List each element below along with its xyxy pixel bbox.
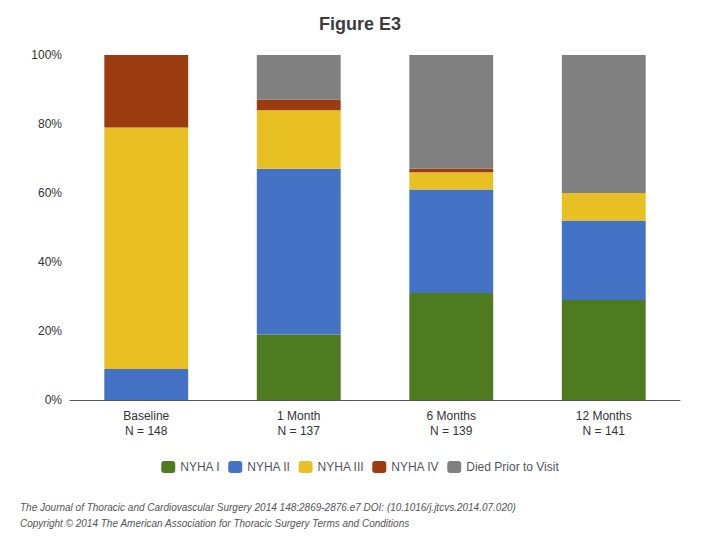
- svg-text:Died Prior to Visit: Died Prior to Visit: [466, 460, 559, 474]
- svg-text:NYHA III: NYHA III: [318, 460, 364, 474]
- svg-text:6 Months: 6 Months: [427, 409, 476, 423]
- svg-text:60%: 60%: [38, 186, 62, 200]
- svg-text:40%: 40%: [38, 255, 62, 269]
- svg-text:The Journal of Thoracic and Ca: The Journal of Thoracic and Cardiovascul…: [20, 502, 516, 513]
- svg-text:20%: 20%: [38, 324, 62, 338]
- svg-text:Copyright © 2014 The American: Copyright © 2014 The American Associatio…: [20, 518, 409, 529]
- svg-text:100%: 100%: [31, 48, 62, 62]
- svg-text:NYHA IV: NYHA IV: [391, 460, 438, 474]
- svg-text:N = 137: N = 137: [278, 424, 321, 438]
- svg-text:12 Months: 12 Months: [576, 409, 632, 423]
- svg-text:Figure E3: Figure E3: [319, 14, 401, 34]
- svg-text:0%: 0%: [45, 393, 63, 407]
- svg-text:N = 148: N = 148: [125, 424, 168, 438]
- svg-text:80%: 80%: [38, 117, 62, 131]
- svg-text:NYHA II: NYHA II: [247, 460, 290, 474]
- svg-text:1 Month: 1 Month: [277, 409, 320, 423]
- svg-text:NYHA I: NYHA I: [180, 460, 219, 474]
- svg-text:Baseline: Baseline: [123, 409, 169, 423]
- svg-text:N = 139: N = 139: [430, 424, 473, 438]
- svg-text:N = 141: N = 141: [583, 424, 626, 438]
